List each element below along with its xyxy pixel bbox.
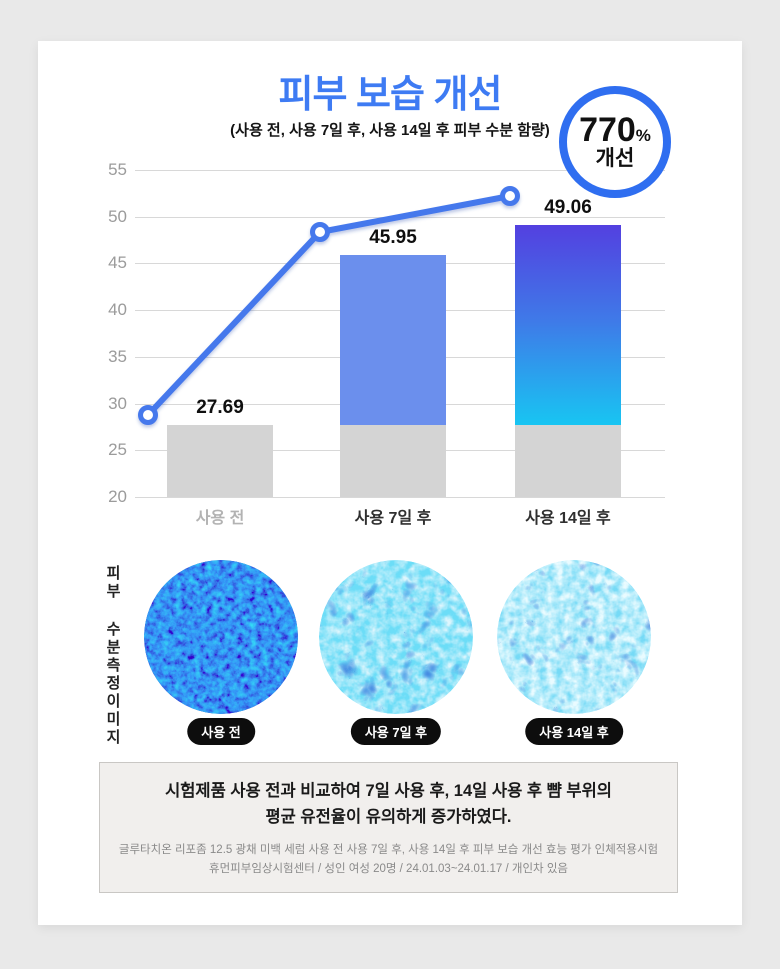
bar-2-value [515, 225, 621, 426]
improvement-value: 770% [579, 110, 651, 149]
image-label-7days: 사용 7일 후 [350, 718, 442, 745]
x-axis-label-1: 사용 7일 후 [354, 510, 432, 527]
page-subtitle: (사용 전, 사용 7일 후, 사용 14일 후 피부 수분 함량) [230, 122, 550, 139]
page-title: 피부 보습 개선 [278, 74, 503, 116]
skin-moisture-image-before [144, 560, 298, 714]
footnote-small-line2: 휴먼피부임상시험센터 / 성인 여성 20명 / 24.01.03~24.01.… [209, 862, 568, 875]
trend-marker-2 [310, 222, 330, 242]
y-axis-tick-35: 35 [108, 346, 127, 366]
image-label-14days: 사용 14일 후 [525, 718, 623, 745]
improvement-caption: 개선 [595, 146, 635, 170]
skin-moisture-image-7days [319, 560, 473, 714]
trend-line [145, 193, 513, 418]
image-label-before: 사용 전 [187, 718, 255, 745]
bar-value-label-1: 45.95 [369, 226, 417, 248]
skin-moisture-image-14days [497, 560, 651, 714]
moisture-bar-chart: 55 50 45 40 35 30 25 20 27.69 사용 전 45.95 사용 7일 후 49.… [108, 160, 665, 527]
bar-2-base [515, 425, 621, 497]
footnote-statement-line2: 평균 유전율이 유의하게 증가하였다. [265, 807, 512, 826]
footnote-statement-line1: 시험제품 사용 전과 비교하여 7일 사용 후, 14일 사용 후 뺨 부위의 [165, 782, 612, 800]
y-axis-tick-40: 40 [108, 300, 127, 320]
y-axis-tick-45: 45 [108, 253, 127, 273]
bar-value-label-0: 27.69 [196, 397, 244, 419]
microscopy-side-label: 피부 수분측정이미지 [104, 565, 121, 747]
bar-value-label-2: 49.06 [544, 197, 592, 219]
percent-sign: % [635, 125, 651, 145]
footnote-small-line1: 글루타치온 리포좀 12.5 광채 미백 세럼 사용 전 사용 7일 후, 사용… [118, 844, 659, 857]
y-axis-tick-30: 30 [108, 393, 127, 413]
infographic-card: 피부 보습 개선 (사용 전, 사용 7일 후, 사용 14일 후 피부 수분 … [38, 41, 742, 925]
y-axis-tick-55: 55 [108, 160, 127, 179]
bar-1-base [340, 425, 446, 497]
footnote-box: 시험제품 사용 전과 비교하여 7일 사용 후, 14일 사용 후 뺨 부위의 … [99, 762, 678, 893]
y-axis-tick-20: 20 [108, 487, 127, 506]
gridline-20 [135, 497, 665, 498]
trend-marker-1 [138, 405, 158, 425]
x-axis-label-2: 사용 14일 후 [525, 510, 611, 527]
improvement-badge: 770% 개선 [559, 86, 671, 198]
bar-1-value [340, 254, 446, 426]
gridline-55 [135, 170, 665, 171]
y-axis-tick-50: 50 [108, 206, 127, 226]
y-axis-tick-25: 25 [108, 440, 127, 460]
bar-before [167, 425, 273, 497]
x-axis-label-0: 사용 전 [195, 510, 245, 527]
